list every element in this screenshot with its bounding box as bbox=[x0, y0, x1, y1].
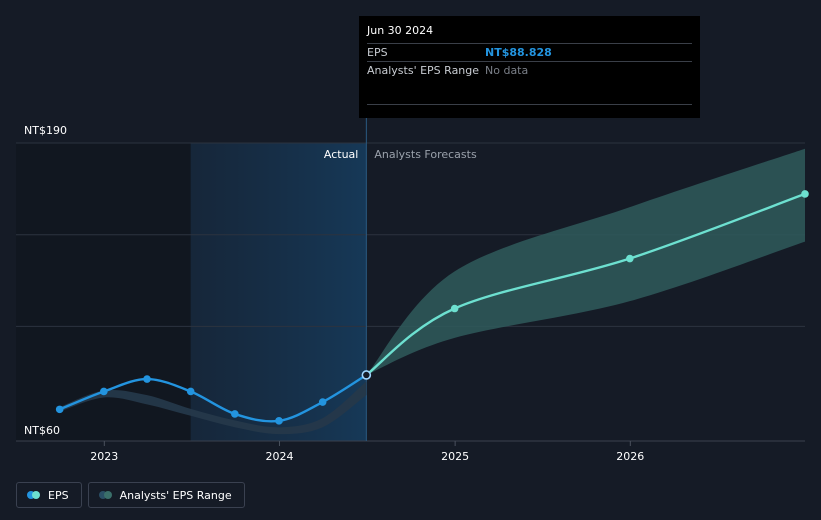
x-tick-label-2025: 2025 bbox=[441, 450, 469, 463]
eps-highlight-point bbox=[361, 370, 372, 380]
legend-item-eps-range[interactable]: Analysts' EPS Range bbox=[87, 482, 245, 508]
tooltip-range-label: Analysts' EPS Range bbox=[367, 64, 480, 77]
eps-point-actual-3 bbox=[186, 387, 195, 396]
eps-line-actual bbox=[59, 373, 367, 423]
legend-item-eps[interactable]: EPS bbox=[16, 482, 82, 508]
eps-point-actual-5 bbox=[275, 417, 283, 425]
legend-range-swatch-icon bbox=[98, 491, 112, 499]
legend-eps-swatch-icon bbox=[27, 491, 40, 499]
y-axis-min-label: NT$60 bbox=[24, 424, 60, 437]
eps-point-actual-0 bbox=[55, 405, 64, 414]
tooltip-date: Jun 30 2024 bbox=[367, 24, 434, 37]
eps-point-actual-1 bbox=[100, 387, 108, 396]
eps-range-band-forecast bbox=[366, 148, 805, 375]
chart-legend: EPS Analysts' EPS Range bbox=[16, 482, 245, 508]
tooltip-row-range: Analysts' EPS Range No data bbox=[367, 61, 692, 79]
eps-range-band-past bbox=[59, 381, 367, 435]
eps-point-actual-2 bbox=[143, 375, 151, 383]
eps-point-forecast-2 bbox=[626, 254, 634, 263]
actual-highlight-region bbox=[190, 143, 367, 441]
eps-point-actual-4 bbox=[231, 410, 239, 418]
forecast-region-label: Analysts Forecasts bbox=[374, 148, 477, 161]
tooltip-eps-label: EPS bbox=[367, 46, 388, 59]
tooltip-divider bbox=[367, 79, 692, 105]
hover-tooltip: Jun 30 2024 EPS NT$88.828 Analysts' EPS … bbox=[359, 16, 700, 118]
actual-region-label: Actual bbox=[324, 148, 358, 161]
legend-range-label: Analysts' EPS Range bbox=[119, 488, 232, 502]
eps-point-actual-6 bbox=[318, 398, 327, 406]
tooltip-range-value: No data bbox=[485, 64, 529, 77]
x-tick-label-2024: 2024 bbox=[265, 450, 293, 463]
eps-point-forecast-1 bbox=[450, 304, 459, 313]
tooltip-row-eps: EPS NT$88.828 bbox=[367, 43, 692, 61]
x-tick-label-2026: 2026 bbox=[616, 450, 644, 463]
x-tick-label-2023: 2023 bbox=[90, 450, 118, 463]
eps-point-forecast-3 bbox=[801, 190, 809, 198]
y-axis-max-label: NT$190 bbox=[24, 124, 67, 137]
legend-eps-label: EPS bbox=[48, 488, 69, 502]
eps-line-forecast bbox=[365, 192, 806, 376]
tooltip-eps-value: NT$88.828 bbox=[485, 46, 552, 59]
